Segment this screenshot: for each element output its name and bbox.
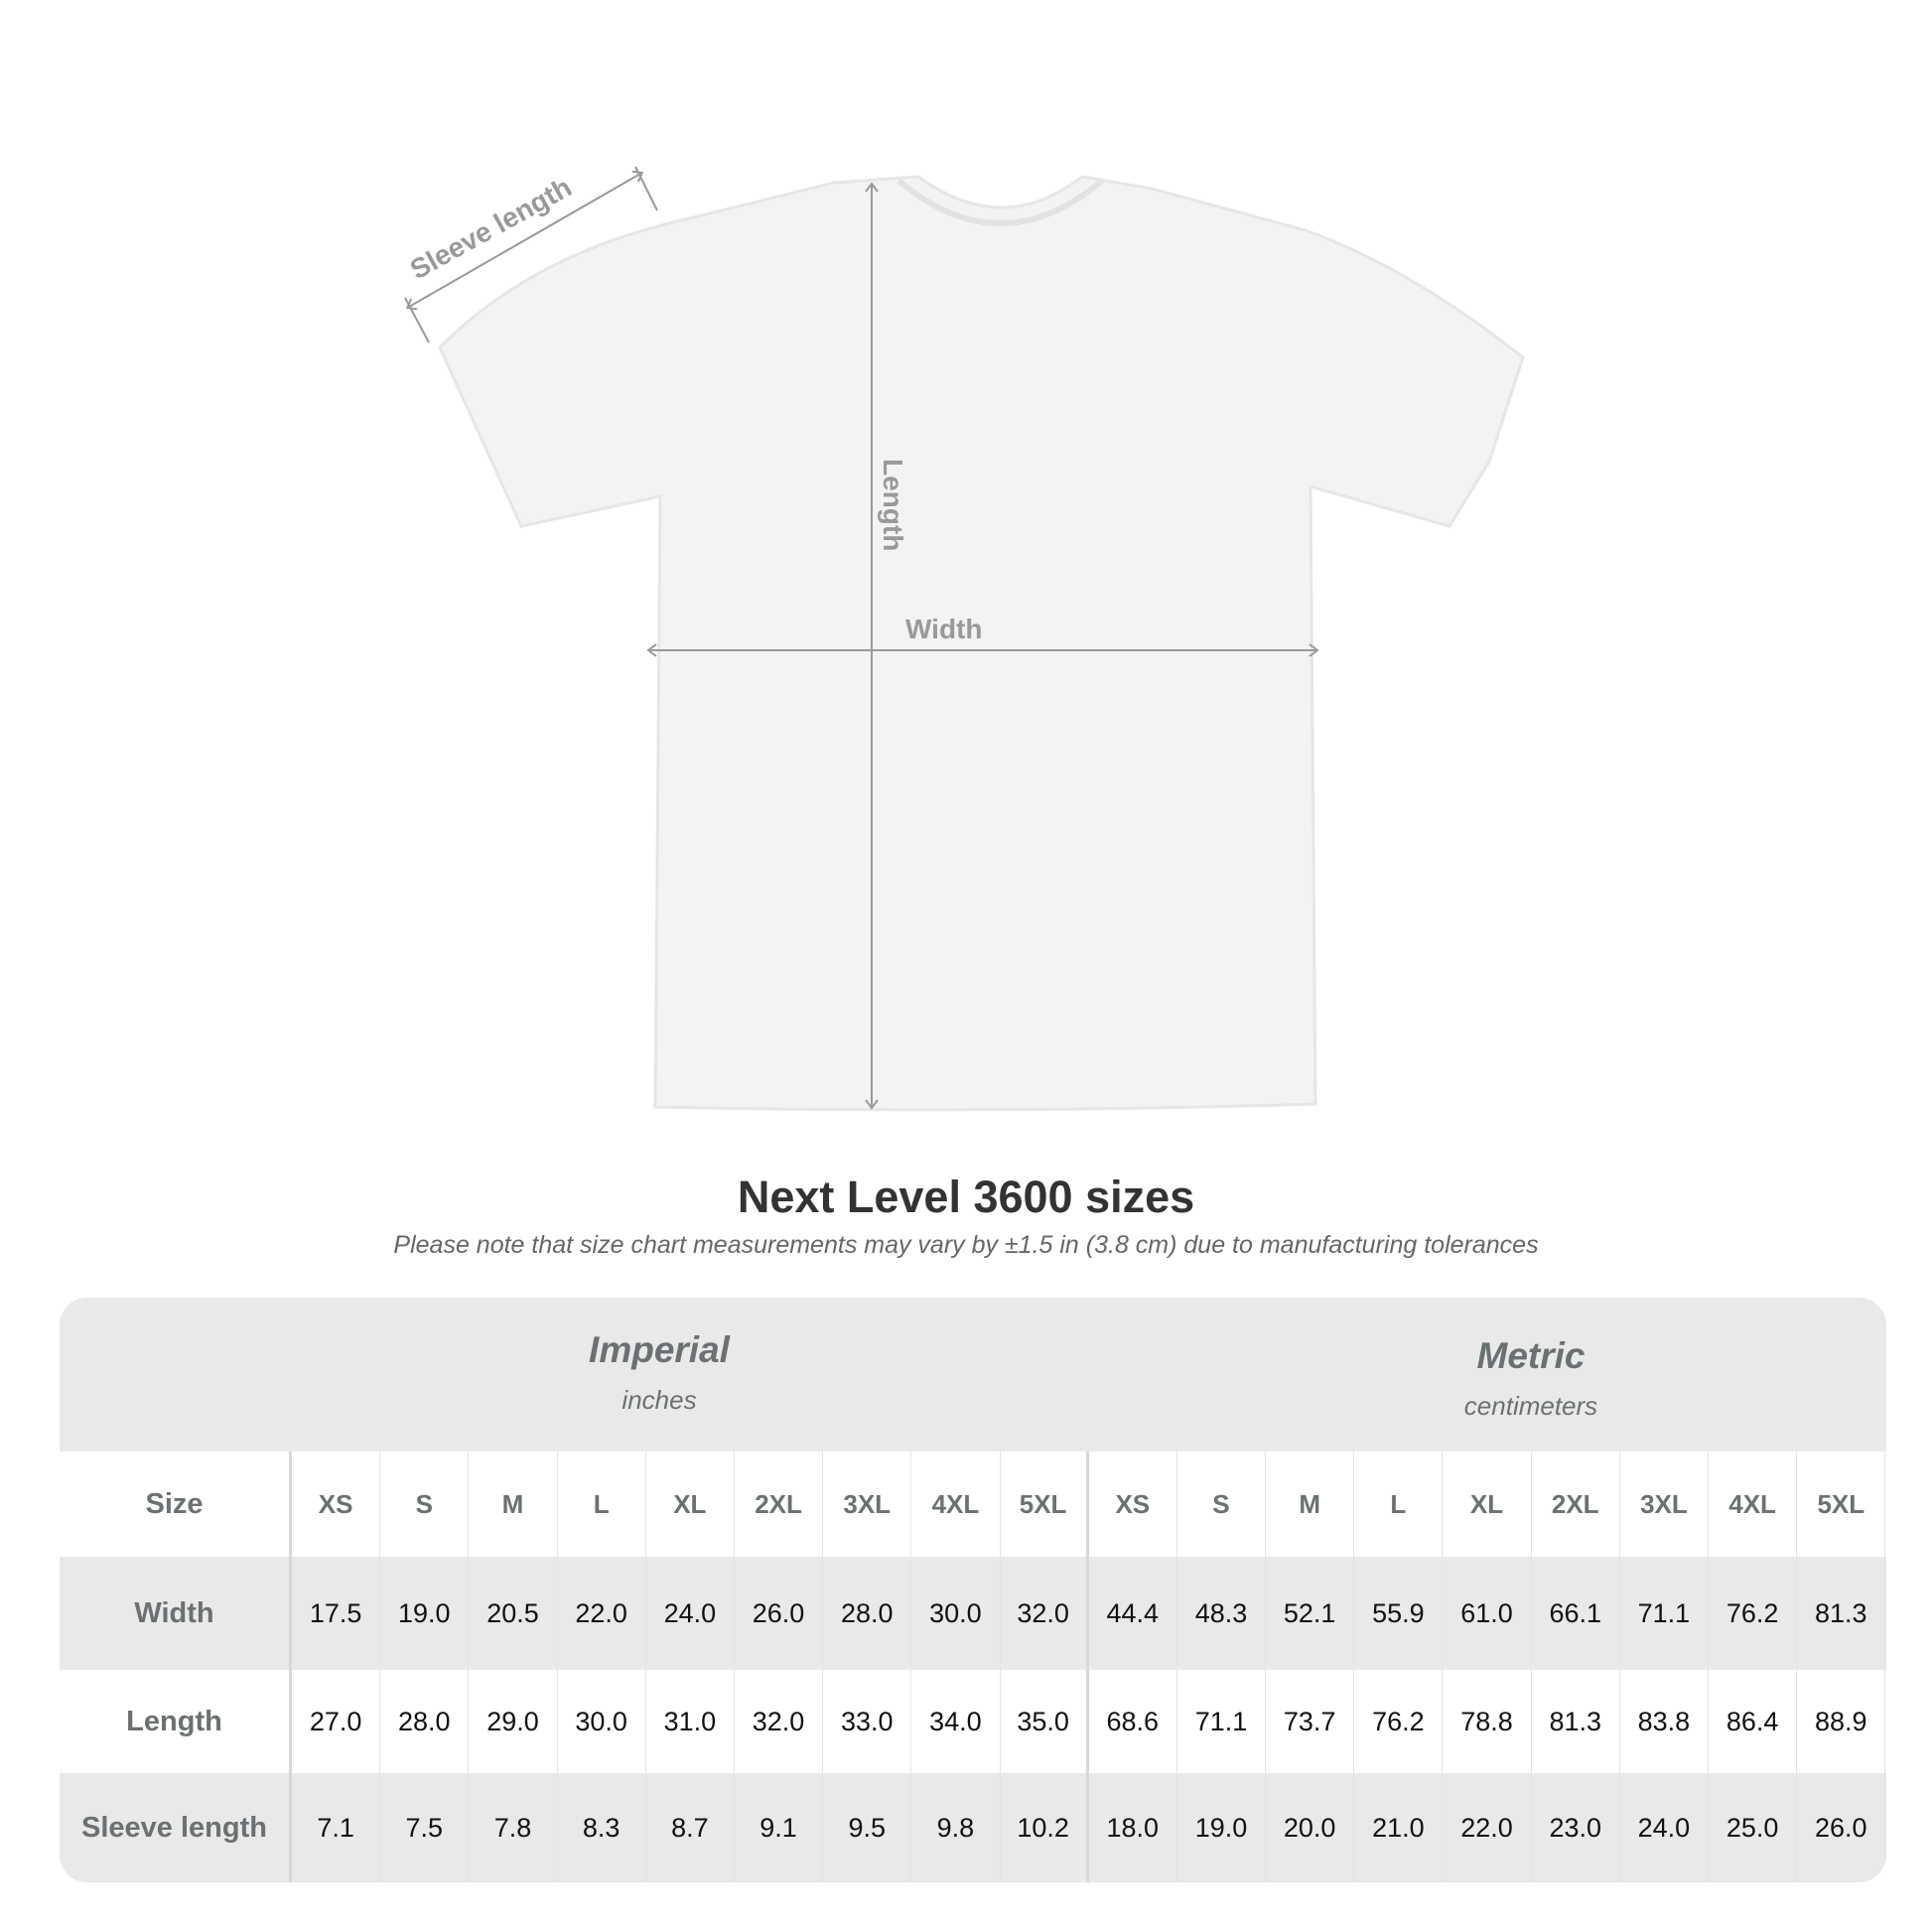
chart-title: Next Level 3600 sizes <box>737 1172 1195 1222</box>
table-cell: 81.3 <box>1532 1670 1620 1773</box>
width-label: Width <box>905 614 983 644</box>
table-cell: 61.0 <box>1443 1557 1532 1670</box>
table-cell: 29.0 <box>469 1670 558 1773</box>
table-cell: 3XL <box>1620 1451 1709 1557</box>
table-cell: 71.1 <box>1177 1670 1267 1773</box>
table-cell: 71.1 <box>1620 1557 1709 1670</box>
table-cell: 19.0 <box>380 1557 470 1670</box>
table-cell: 88.9 <box>1797 1670 1886 1773</box>
imperial-title: Imperial <box>589 1329 730 1370</box>
table-cell: 26.0 <box>1797 1773 1886 1882</box>
imperial-header: Imperial inches <box>461 1329 858 1416</box>
table-cell: 10.2 <box>1001 1773 1089 1882</box>
table-cell: 81.3 <box>1797 1557 1886 1670</box>
table-cell: 30.0 <box>911 1557 1001 1670</box>
length-label: Length <box>878 459 908 551</box>
table-cell: 2XL <box>735 1451 824 1557</box>
table-cell: 86.4 <box>1709 1670 1798 1773</box>
table-cell: 55.9 <box>1354 1557 1444 1670</box>
table-cell: M <box>469 1451 558 1557</box>
table-cell: 17.5 <box>292 1557 381 1670</box>
table-cell: 28.0 <box>823 1557 912 1670</box>
collar <box>897 178 1104 226</box>
width-row: Width 17.5 19.0 20.5 22.0 24.0 26.0 28.0 30.0 32.… <box>60 1557 1886 1670</box>
table-cell: 31.0 <box>646 1670 735 1773</box>
table-cell: 27.0 <box>292 1670 381 1773</box>
table-cell: 7.8 <box>469 1773 558 1882</box>
table-cell: S <box>380 1451 470 1557</box>
table-cell: 23.0 <box>1532 1773 1620 1882</box>
table-cell: 68.6 <box>1089 1670 1177 1773</box>
table-cell: XL <box>646 1451 735 1557</box>
table-cell: 33.0 <box>823 1670 912 1773</box>
table-cell: 5XL <box>1797 1451 1886 1557</box>
table-cell: M <box>1266 1451 1355 1557</box>
table-cell: 7.5 <box>380 1773 470 1882</box>
table-cell: 3XL <box>823 1451 912 1557</box>
table-cell: 9.8 <box>911 1773 1001 1882</box>
table-cell: L <box>558 1451 646 1557</box>
tolerance-note: Please note that size chart measurements… <box>393 1231 1539 1259</box>
tshirt-diagram: Sleeve length Length Width <box>404 166 1525 1112</box>
row-label: Sleeve length <box>60 1773 292 1882</box>
table-cell: 32.0 <box>735 1670 824 1773</box>
table-cell: 73.7 <box>1266 1670 1355 1773</box>
table-cell: 24.0 <box>1620 1773 1709 1882</box>
table-cell: XS <box>1089 1451 1177 1557</box>
table-cell: 21.0 <box>1354 1773 1444 1882</box>
table-cell: 52.1 <box>1266 1557 1355 1670</box>
table-cell: 8.3 <box>558 1773 646 1882</box>
table-cell: 22.0 <box>1443 1773 1532 1882</box>
table-cell: 78.8 <box>1443 1670 1532 1773</box>
table-cell: 76.2 <box>1354 1670 1444 1773</box>
size-row: Size XS S M L XL 2XL 3XL 4XL 5XL XS S M L XL 2XL 3XL 4XL 5… <box>60 1451 1886 1557</box>
imperial-unit: inches <box>621 1385 697 1415</box>
table-cell: 7.1 <box>292 1773 381 1882</box>
table-cell: 19.0 <box>1177 1773 1267 1882</box>
table-cell: 9.5 <box>823 1773 912 1882</box>
unit-header: Imperial inches Metric centimeters <box>60 1298 1886 1451</box>
table-cell: S <box>1177 1451 1267 1557</box>
row-label: Width <box>60 1557 292 1670</box>
table-cell: 26.0 <box>735 1557 824 1670</box>
row-label: Size <box>60 1451 292 1557</box>
table-cell: 44.4 <box>1089 1557 1177 1670</box>
table-cell: 4XL <box>1709 1451 1798 1557</box>
table-cell: 20.0 <box>1266 1773 1355 1882</box>
sleeve-length-row: Sleeve length 7.1 7.5 7.8 8.3 8.7 9.1 9.5 9.8 10.… <box>60 1773 1886 1882</box>
sleeve-arrow <box>405 170 644 311</box>
metric-title: Metric <box>1476 1335 1586 1376</box>
row-label: Length <box>60 1670 292 1773</box>
table-cell: 22.0 <box>558 1557 646 1670</box>
table-cell: 18.0 <box>1089 1773 1177 1882</box>
table-cell: L <box>1354 1451 1444 1557</box>
table-cell: 25.0 <box>1709 1773 1798 1882</box>
table-cell: 5XL <box>1001 1451 1089 1557</box>
table-cell: 20.5 <box>469 1557 558 1670</box>
table-cell: XS <box>292 1451 381 1557</box>
table-cell: 35.0 <box>1001 1670 1089 1773</box>
table-cell: 76.2 <box>1709 1557 1798 1670</box>
metric-unit: centimeters <box>1463 1391 1598 1421</box>
table-cell: 8.7 <box>646 1773 735 1882</box>
table-cell: XL <box>1443 1451 1532 1557</box>
table-cell: 9.1 <box>735 1773 824 1882</box>
table-cell: 4XL <box>911 1451 1001 1557</box>
size-table: Imperial inches Metric centimeters Size X… <box>60 1298 1886 1882</box>
table-cell: 34.0 <box>911 1670 1001 1773</box>
length-row: Length 27.0 28.0 29.0 30.0 31.0 32.0 33.0 34.0 35… <box>60 1670 1886 1773</box>
table-cell: 28.0 <box>380 1670 470 1773</box>
table-cell: 24.0 <box>646 1557 735 1670</box>
table-cell: 2XL <box>1532 1451 1620 1557</box>
table-cell: 83.8 <box>1620 1670 1709 1773</box>
table-cell: 48.3 <box>1177 1557 1267 1670</box>
table-cell: 32.0 <box>1001 1557 1089 1670</box>
table-cell: 30.0 <box>558 1670 646 1773</box>
metric-header: Metric centimeters <box>1332 1335 1729 1422</box>
table-cell: 66.1 <box>1532 1557 1620 1670</box>
